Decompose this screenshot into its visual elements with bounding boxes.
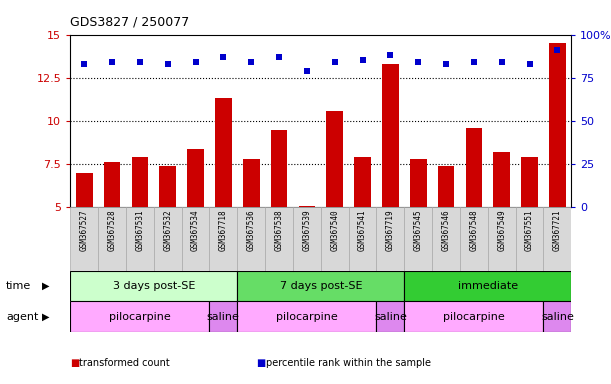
Text: ■: ■ <box>70 358 79 368</box>
Text: GSM367534: GSM367534 <box>191 209 200 251</box>
Bar <box>265 207 293 271</box>
Text: GSM367546: GSM367546 <box>442 209 450 251</box>
Bar <box>299 206 315 207</box>
Text: ▶: ▶ <box>42 281 49 291</box>
Bar <box>237 207 265 271</box>
Bar <box>382 64 399 207</box>
Text: pilocarpine: pilocarpine <box>109 312 170 322</box>
Bar <box>488 207 516 271</box>
Text: GSM367541: GSM367541 <box>358 209 367 251</box>
Text: saline: saline <box>541 312 574 322</box>
Bar <box>410 159 426 207</box>
Bar <box>210 301 237 332</box>
Text: GDS3827 / 250077: GDS3827 / 250077 <box>70 15 189 28</box>
Bar <box>543 207 571 271</box>
Point <box>413 59 423 65</box>
Point <box>246 59 256 65</box>
Point <box>107 59 117 65</box>
Point <box>386 52 395 58</box>
Bar <box>98 207 126 271</box>
Point <box>191 59 200 65</box>
Point <box>552 47 562 53</box>
Text: GSM367536: GSM367536 <box>247 209 255 251</box>
Text: agent: agent <box>6 312 38 322</box>
Bar <box>460 207 488 271</box>
Point <box>357 58 367 64</box>
Text: GSM367548: GSM367548 <box>469 209 478 251</box>
Bar <box>131 157 148 207</box>
Text: percentile rank within the sample: percentile rank within the sample <box>266 358 431 368</box>
Bar <box>243 159 260 207</box>
Point <box>135 59 145 65</box>
Bar <box>126 207 154 271</box>
Bar <box>376 301 404 332</box>
Bar <box>376 207 404 271</box>
Bar <box>404 301 543 332</box>
Text: GSM367531: GSM367531 <box>136 209 144 251</box>
Text: GSM367721: GSM367721 <box>553 209 562 251</box>
Bar <box>354 157 371 207</box>
Bar <box>70 271 237 301</box>
Bar <box>404 207 432 271</box>
Bar <box>326 111 343 207</box>
Text: GSM367549: GSM367549 <box>497 209 506 251</box>
Text: GSM367539: GSM367539 <box>302 209 312 251</box>
Point <box>441 61 451 67</box>
Text: transformed count: transformed count <box>79 358 170 368</box>
Text: saline: saline <box>207 312 240 322</box>
Text: GSM367528: GSM367528 <box>108 209 117 251</box>
Bar <box>104 162 120 207</box>
Bar <box>271 129 287 207</box>
Bar <box>76 173 92 207</box>
Text: time: time <box>6 281 31 291</box>
Point <box>469 59 479 65</box>
Point <box>525 61 535 67</box>
Bar <box>70 301 210 332</box>
Bar <box>70 207 98 271</box>
Text: GSM367527: GSM367527 <box>79 209 89 251</box>
Bar <box>321 207 349 271</box>
Bar <box>210 207 237 271</box>
Point <box>302 68 312 74</box>
Point <box>330 59 340 65</box>
Text: ■: ■ <box>257 358 266 368</box>
Point <box>219 54 229 60</box>
Text: GSM367540: GSM367540 <box>330 209 339 251</box>
Point <box>274 54 284 60</box>
Text: pilocarpine: pilocarpine <box>443 312 505 322</box>
Text: GSM367532: GSM367532 <box>163 209 172 251</box>
Bar <box>432 207 460 271</box>
Bar <box>493 152 510 207</box>
Bar <box>159 166 176 207</box>
Text: GSM367545: GSM367545 <box>414 209 423 251</box>
Point <box>163 61 172 67</box>
Bar <box>349 207 376 271</box>
Text: GSM367719: GSM367719 <box>386 209 395 251</box>
Bar <box>187 149 204 207</box>
Bar <box>215 98 232 207</box>
Text: GSM367538: GSM367538 <box>274 209 284 251</box>
Bar <box>237 271 404 301</box>
Bar <box>437 166 455 207</box>
Bar <box>181 207 210 271</box>
Point <box>497 59 507 65</box>
Bar <box>521 157 538 207</box>
Text: ▶: ▶ <box>42 312 49 322</box>
Text: GSM367718: GSM367718 <box>219 209 228 251</box>
Bar <box>404 271 571 301</box>
Bar <box>543 301 571 332</box>
Bar <box>293 207 321 271</box>
Bar <box>237 301 376 332</box>
Text: 3 days post-SE: 3 days post-SE <box>112 281 195 291</box>
Text: 7 days post-SE: 7 days post-SE <box>279 281 362 291</box>
Text: GSM367551: GSM367551 <box>525 209 534 251</box>
Bar <box>549 43 566 207</box>
Point <box>79 61 89 67</box>
Bar <box>516 207 543 271</box>
Bar <box>154 207 181 271</box>
Bar <box>466 128 482 207</box>
Text: immediate: immediate <box>458 281 518 291</box>
Text: pilocarpine: pilocarpine <box>276 312 338 322</box>
Text: saline: saline <box>374 312 407 322</box>
